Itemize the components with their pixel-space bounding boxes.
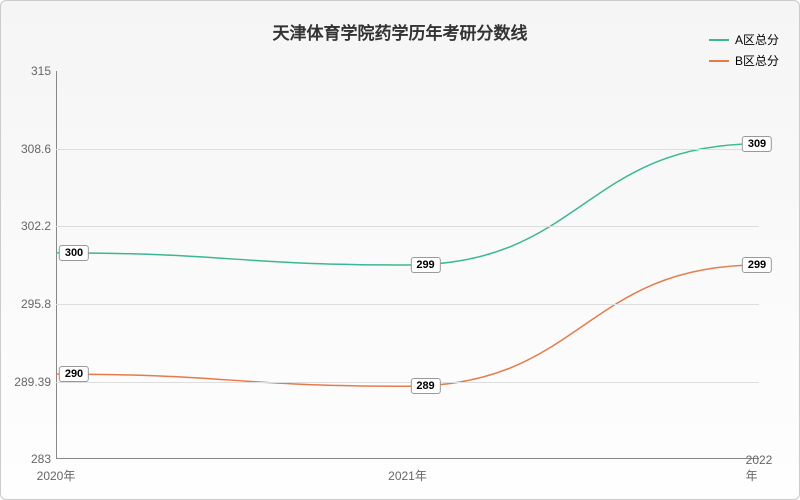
data-label: 299 [410,257,440,273]
legend-swatch-a [709,39,729,41]
y-tick-label: 289.39 [11,375,51,389]
data-label: 290 [59,366,89,382]
data-label: 309 [742,136,772,152]
legend-swatch-b [709,60,729,62]
x-tick-label: 2021年 [388,467,427,484]
plot-area: 283289.39295.8302.2308.63152020年2021年202… [56,71,759,459]
grid-line [56,304,759,305]
data-label: 289 [410,378,440,394]
x-tick-label: 2020年 [37,467,76,484]
data-label: 300 [59,245,89,261]
x-tick-label: 2022年 [746,453,773,484]
line-svg [56,71,759,459]
legend-label-b: B区总分 [735,52,779,69]
grid-line [56,149,759,150]
legend-item-b: B区总分 [709,52,779,69]
y-tick-label: 295.8 [11,297,51,311]
y-tick-label: 283 [11,452,51,466]
data-label: 299 [742,257,772,273]
grid-line [56,382,759,383]
legend-item-a: A区总分 [709,31,779,48]
series-line [56,265,759,386]
chart-title: 天津体育学院药学历年考研分数线 [273,19,528,44]
legend: A区总分 B区总分 [709,31,779,73]
y-tick-label: 302.2 [11,219,51,233]
y-tick-label: 308.6 [11,142,51,156]
y-tick-label: 315 [11,64,51,78]
legend-label-a: A区总分 [735,31,779,48]
grid-line [56,226,759,227]
chart-container: 天津体育学院药学历年考研分数线 A区总分 B区总分 283289.39295.8… [0,0,800,500]
series-line [56,144,759,265]
